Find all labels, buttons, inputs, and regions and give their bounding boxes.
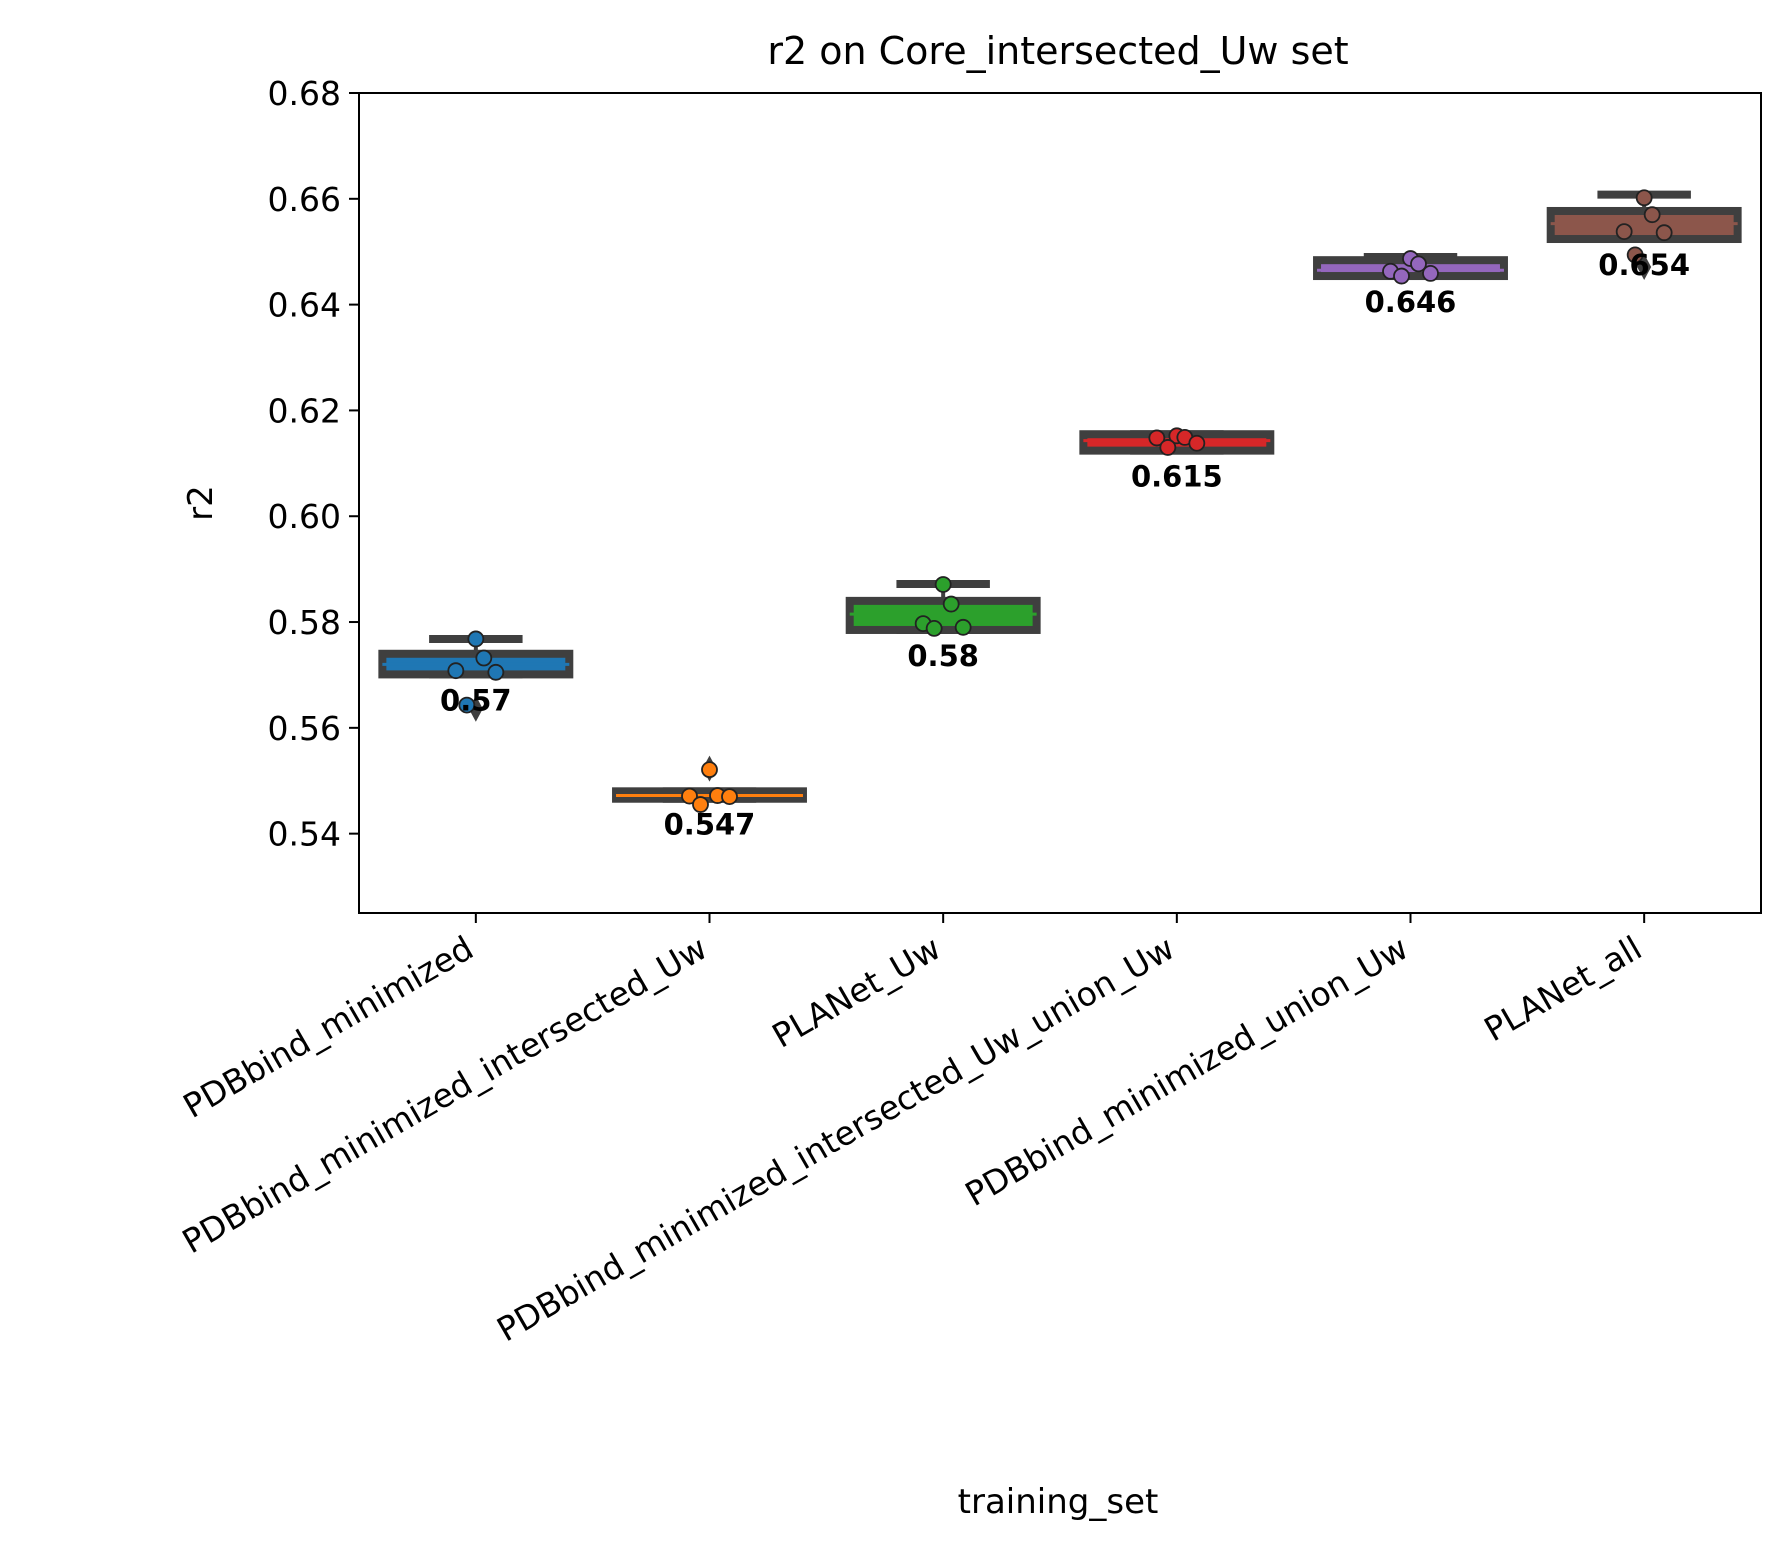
y-tick-label: 0.54: [268, 815, 341, 854]
data-point: [487, 663, 505, 681]
x-tick-label: PLANet_all: [1477, 928, 1648, 1049]
box-group: 0.615: [1079, 427, 1275, 494]
mean-label: 0.654: [1598, 248, 1690, 282]
box-group: 0.57: [378, 630, 574, 722]
y-tick-label: 0.60: [268, 497, 341, 536]
plot-frame: [358, 92, 1762, 914]
x-axis: PDBbind_minimizedPDBbind_minimized_inter…: [176, 913, 1648, 1349]
data-point: [475, 649, 493, 667]
data-point: [467, 630, 485, 648]
data-point: [942, 595, 960, 613]
data-point: [1188, 434, 1206, 452]
data-point: [1626, 246, 1644, 264]
data-point: [1635, 189, 1653, 207]
data-point: [447, 662, 465, 680]
y-tick-label: 0.66: [268, 180, 341, 219]
box-group: 0.547: [612, 755, 807, 842]
mean-label: 0.646: [1365, 285, 1457, 319]
y-axis-label: r2: [181, 485, 221, 521]
x-tick-label: PDBbind_minimized_union_Uw: [959, 928, 1415, 1214]
y-tick-label: 0.68: [268, 74, 341, 113]
data-point: [954, 618, 972, 636]
plot-marks: 0.57 0.547 0.58 0.615 0.646 0.654: [378, 189, 1742, 842]
y-tick-label: 0.62: [268, 391, 341, 430]
mean-label: 0.547: [664, 808, 756, 842]
y-tick-label: 0.64: [268, 286, 341, 325]
data-point: [458, 696, 476, 714]
x-axis-label: training_set: [958, 1482, 1159, 1522]
mean-label: 0.58: [907, 639, 979, 673]
chart-title: r2 on Core_intersected_Uw set: [767, 29, 1348, 73]
data-point: [1422, 264, 1439, 282]
data-point: [1410, 255, 1427, 273]
mean-label: 0.57: [440, 683, 512, 717]
data-point: [1159, 439, 1177, 456]
data-point: [701, 761, 718, 779]
data-point: [721, 788, 738, 806]
y-tick-label: 0.56: [268, 709, 341, 748]
data-point: [1615, 223, 1633, 241]
box-group: 0.646: [1313, 250, 1508, 319]
data-point: [1643, 206, 1661, 224]
box-group: 0.654: [1546, 189, 1742, 282]
data-point: [925, 619, 943, 637]
box-group: 0.58: [845, 576, 1041, 673]
y-tick-label: 0.58: [268, 603, 341, 642]
mean-label: 0.615: [1131, 460, 1223, 494]
y-axis: 0.54 0.56 0.58 0.60 0.62 0.64 0.66 0.68: [268, 74, 359, 854]
data-point: [1655, 224, 1673, 242]
outlier-marker: [1637, 254, 1652, 281]
data-point: [692, 796, 709, 813]
x-tick-label: PLANet_Uw: [766, 928, 948, 1055]
data-point: [934, 576, 952, 593]
data-point: [1393, 267, 1410, 285]
data-point: [681, 787, 698, 805]
data-point: [1148, 429, 1166, 447]
